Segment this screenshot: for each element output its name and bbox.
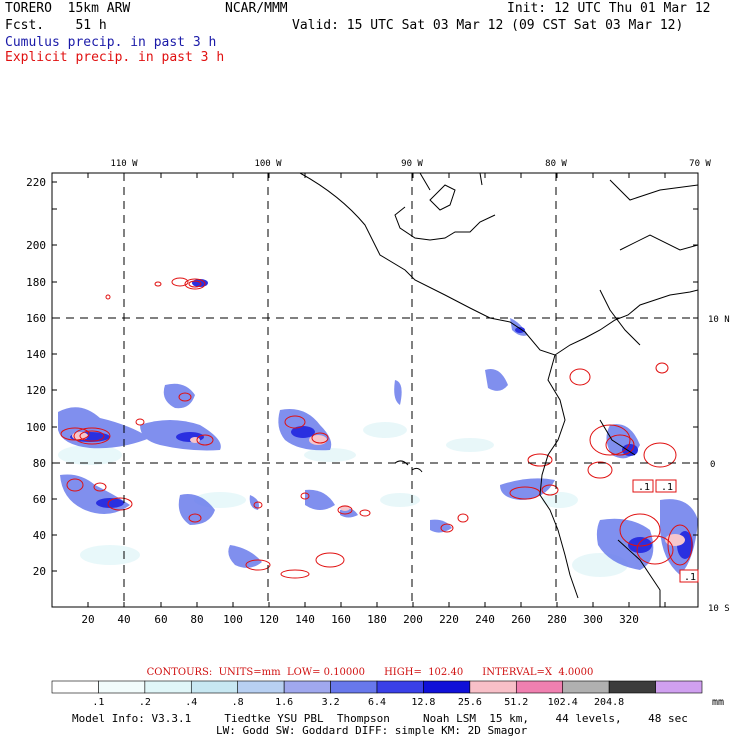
x-tick-80: 80 — [190, 613, 203, 626]
cumulus-legend: Cumulus precip. in past 3 h — [5, 35, 217, 50]
lon-label-70w: 70 W — [689, 159, 711, 169]
axis-ticks — [52, 173, 698, 607]
contour-box-1 — [632, 479, 654, 493]
colorbar-label: 3.2 — [321, 697, 340, 708]
explicit-legend: Explicit precip. in past 3 h — [5, 50, 225, 65]
lat-lon-grid — [52, 173, 698, 607]
colorbar-label: 6.4 — [367, 697, 387, 708]
y-tick-40: 40 — [33, 529, 46, 542]
x-tick-240: 240 — [475, 613, 495, 626]
center-label: NCAR/MMM — [225, 1, 288, 16]
y-tick-100: 100 — [26, 421, 46, 434]
colorbar-swatch — [237, 680, 285, 694]
colorbar-label: 25.6 — [457, 697, 482, 708]
colorbar-swatch — [608, 680, 656, 694]
colorbar-swatch — [562, 680, 610, 694]
x-tick-220: 220 — [439, 613, 459, 626]
colorbar-swatch — [98, 680, 146, 694]
y-tick-60: 60 — [33, 493, 46, 506]
valid-time: Valid: 15 UTC Sat 03 Mar 12 (09 CST Sat … — [292, 18, 684, 33]
y-tick-180: 180 — [26, 276, 46, 289]
cumulus-precip — [58, 318, 698, 575]
coastlines — [299, 173, 698, 607]
lon-label-90w: 90 W — [401, 159, 423, 169]
colorbar-swatch — [376, 680, 424, 694]
x-tick-60: 60 — [154, 613, 167, 626]
colorbar-label: 204.8 — [594, 697, 625, 708]
lat-label-10n: 10 N — [708, 315, 730, 325]
x-tick-40: 40 — [117, 613, 130, 626]
contours-info: CONTOURS: UNITS=mm LOW= 0.10000 HIGH= 10… — [146, 667, 594, 678]
contour-box-3 — [679, 569, 699, 583]
contour-box-label-1: .1 — [638, 482, 650, 493]
x-tick-280: 280 — [547, 613, 567, 626]
lon-label-100w: 100 W — [254, 159, 282, 169]
y-tick-80: 80 — [33, 457, 46, 470]
colorbar-swatch — [51, 680, 99, 694]
colorbar-swatch — [283, 680, 331, 694]
y-tick-120: 120 — [26, 384, 46, 397]
lon-label-80w: 80 W — [545, 159, 567, 169]
colorbar-swatch — [330, 680, 378, 694]
colorbar-label: .8 — [231, 697, 244, 708]
lat-label-10s: 10 S — [708, 604, 730, 614]
explicit-precip-pink — [72, 432, 685, 546]
colorbar — [51, 680, 703, 694]
colorbar-swatch — [515, 680, 564, 694]
x-tick-160: 160 — [331, 613, 351, 626]
y-tick-140: 140 — [26, 348, 46, 361]
init-time: Init: 12 UTC Thu 01 Mar 12 — [507, 1, 711, 16]
colorbar-label: .1 — [92, 697, 105, 708]
y-tick-220: 220 — [26, 176, 46, 189]
x-tick-320: 320 — [619, 613, 639, 626]
model-title: TORERO 15km ARW — [5, 1, 131, 16]
x-tick-100: 100 — [223, 613, 243, 626]
colorbar-swatch — [655, 680, 703, 694]
lat-label-0: 0 — [710, 460, 715, 470]
colorbar-unit: mm — [711, 697, 725, 708]
colorbar-label: 51.2 — [504, 697, 529, 708]
colorbar-swatch — [423, 680, 471, 694]
x-tick-200: 200 — [403, 613, 423, 626]
contour-box-label-2: .1 — [661, 482, 673, 493]
explicit-precip-contours — [60, 277, 693, 579]
colorbar-swatch — [190, 680, 239, 694]
x-tick-20: 20 — [81, 613, 94, 626]
colorbar-swatch — [469, 680, 517, 694]
lon-label-110w: 110 W — [110, 159, 138, 169]
x-tick-260: 260 — [511, 613, 531, 626]
contour-box-2 — [655, 479, 677, 493]
colorbar-swatch — [144, 680, 192, 694]
contour-box-label-3: .1 — [684, 572, 696, 583]
x-tick-140: 140 — [295, 613, 315, 626]
y-tick-20: 20 — [33, 565, 46, 578]
x-tick-300: 300 — [583, 613, 603, 626]
y-tick-200: 200 — [26, 239, 46, 252]
cumulus-precip-heavy — [70, 279, 693, 559]
y-tick-160: 160 — [26, 312, 46, 325]
colorbar-label: .2 — [138, 697, 151, 708]
model-info-line1: Model Info: V3.3.1 Tiedtke YSU PBL Thomp… — [72, 712, 688, 725]
x-tick-120: 120 — [259, 613, 279, 626]
model-info-line2: LW: Godd SW: Goddard DIFF: simple KM: 2D… — [216, 724, 528, 737]
colorbar-label: 12.8 — [411, 697, 436, 708]
colorbar-label: 102.4 — [547, 697, 578, 708]
light-precip-areas — [58, 422, 628, 577]
forecast-hour: Fcst. 51 h — [5, 18, 107, 33]
colorbar-label: 1.6 — [275, 697, 294, 708]
contour-label-boxes — [632, 479, 699, 583]
colorbar-label: .4 — [185, 697, 198, 708]
x-tick-180: 180 — [367, 613, 387, 626]
